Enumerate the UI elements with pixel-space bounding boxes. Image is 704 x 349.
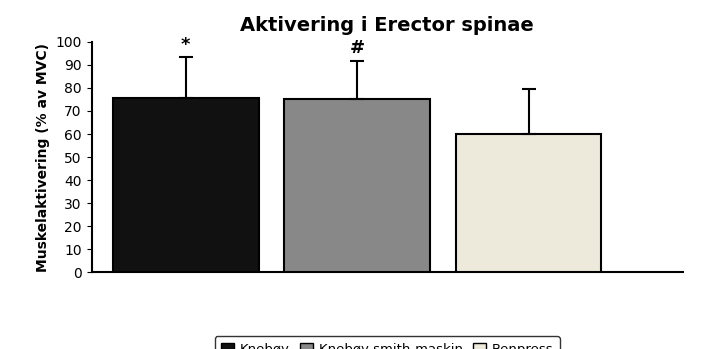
Bar <box>455 134 601 272</box>
Bar <box>113 98 258 272</box>
Y-axis label: Muskelaktivering (% av MVC): Muskelaktivering (% av MVC) <box>36 43 50 272</box>
Text: *: * <box>181 36 191 54</box>
Title: Aktivering i Erector spinae: Aktivering i Erector spinae <box>240 16 534 35</box>
Legend: Knebøy, Knebøy smith-maskin, Benpress: Knebøy, Knebøy smith-maskin, Benpress <box>215 336 560 349</box>
Bar <box>284 99 430 272</box>
Text: #: # <box>350 39 365 57</box>
